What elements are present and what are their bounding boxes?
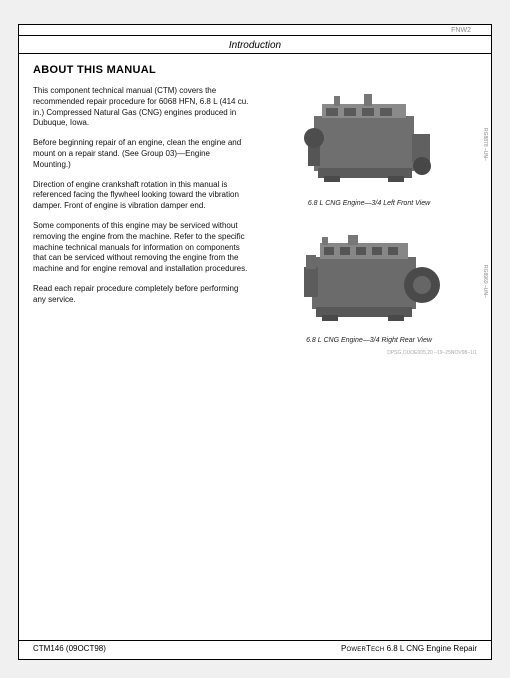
- figure-caption: 6.8 L CNG Engine—3/4 Left Front View: [261, 200, 477, 207]
- footer-left: CTM146 (09OCT98): [33, 644, 106, 653]
- para: This component technical manual (CTM) co…: [33, 86, 249, 129]
- figure-1: RG8878 –UN–: [261, 86, 477, 207]
- para: Read each repair procedure completely be…: [33, 284, 249, 306]
- para: Some components of this engine may be se…: [33, 221, 249, 275]
- footer: CTM146 (09OCT98) PowerTech 6.8 L CNG Eng…: [19, 641, 491, 659]
- footer-right-tail: 6.8 L CNG Engine Repair: [384, 644, 477, 653]
- content: ABOUT THIS MANUAL This component technic…: [19, 54, 491, 360]
- figure-column: RG8878 –UN–: [261, 86, 477, 360]
- text-column: This component technical manual (CTM) co…: [33, 86, 249, 360]
- engine-front-view-image: [294, 86, 444, 196]
- page: FNW2 Introduction ABOUT THIS MANUAL This…: [18, 24, 492, 660]
- footer-brand: PowerTech: [341, 644, 384, 653]
- figure-caption: 6.8 L CNG Engine—3/4 Right Rear View: [261, 337, 477, 344]
- figure-side-tag: RG8969 –UN–: [482, 265, 488, 298]
- top-page-label: FNW2: [19, 25, 491, 35]
- section-intro: Introduction: [19, 36, 491, 53]
- para: Before beginning repair of an engine, cl…: [33, 138, 249, 170]
- figure-2: RG8969 –UN–: [261, 223, 477, 344]
- page-inner: FNW2 Introduction ABOUT THIS MANUAL This…: [19, 25, 491, 360]
- two-columns: This component technical manual (CTM) co…: [33, 86, 477, 360]
- bottom-wrap: CTM146 (09OCT98) PowerTech 6.8 L CNG Eng…: [19, 640, 491, 659]
- engine-rear-view-image: [294, 223, 444, 333]
- page-heading: ABOUT THIS MANUAL: [33, 64, 477, 76]
- page-ref-code: DPSG,OUOE005,20 –19–25NOV98–1/1: [387, 350, 477, 356]
- footer-right: PowerTech 6.8 L CNG Engine Repair: [341, 644, 477, 653]
- para: Direction of engine crankshaft rotation …: [33, 180, 249, 212]
- figure-side-tag: RG8878 –UN–: [482, 128, 488, 161]
